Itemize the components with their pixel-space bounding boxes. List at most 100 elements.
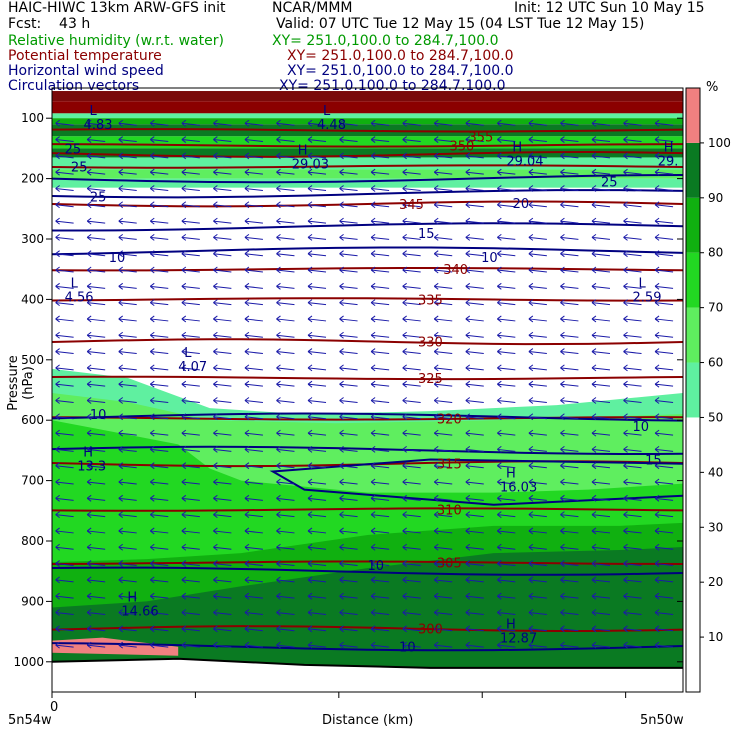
circulation-vector [560,397,579,404]
circulation-vector [623,348,642,355]
circulation-vector [623,266,642,274]
circulation-vector [181,152,200,160]
circulation-vector [118,266,137,274]
colorbar-tick-label: 20 [708,575,723,589]
circulation-vector [55,625,74,633]
circulation-vector [181,217,200,225]
circulation-vector [86,543,106,551]
circulation-vector [244,478,263,486]
circulation-vector [465,299,484,307]
wind-contour [52,173,683,184]
circulation-vector [528,233,547,241]
circulation-vector [402,462,421,470]
field-xy-vectors: XY= 251.0,100.0 to 284.7,100.0 [279,79,506,90]
circulation-vector [244,543,263,551]
circulation-vector [213,527,232,535]
circulation-vector [528,168,547,176]
circulation-vector [370,250,390,258]
circulation-vector [402,478,421,486]
extremum-kind: H [512,140,522,155]
wind-label: 15 [645,453,662,468]
circulation-vector [118,233,137,241]
circulation-vector [244,152,263,160]
circulation-vector [465,250,484,258]
circulation-vector [118,299,137,307]
circulation-vector [213,576,232,584]
circulation-vector [497,152,516,160]
theta-contour [52,151,683,158]
circulation-vector [55,543,74,551]
circulation-vector [149,315,169,323]
circulation-vector [276,364,295,372]
circulation-vector [276,625,295,633]
circulation-vector [497,413,516,421]
circulation-vector [528,119,547,127]
circulation-vector [433,543,453,551]
circulation-vector [276,543,295,551]
circulation-vector [433,609,453,616]
circulation-vector [86,609,106,616]
circulation-vector [433,462,453,470]
circulation-vector [118,478,137,486]
circulation-vector [181,511,200,519]
colorbar-tick-label: 80 [708,246,723,260]
circulation-vector [55,364,74,372]
circulation-vector [118,511,137,519]
circulation-vector [307,136,327,143]
circulation-vector [307,233,327,241]
circulation-vector [465,315,484,323]
circulation-vector [433,494,453,502]
circulation-vector [560,136,579,143]
circulation-vector [497,348,516,355]
circulation-vector [181,543,200,551]
circulation-vector [307,413,327,421]
circulation-vector [181,413,200,421]
circulation-vector [433,364,453,372]
circulation-vector [528,217,547,225]
circulation-vector [86,560,106,567]
circulation-vector [244,250,263,258]
circulation-vector [654,429,674,437]
circulation-vector [244,527,263,535]
wind-label: 10 [109,251,126,266]
circulation-vector [370,527,390,535]
circulation-vector [560,413,579,421]
plot-frame [51,87,684,693]
circulation-vector [307,641,327,649]
extremum-kind: H [506,467,516,482]
circulation-vector [591,348,611,355]
circulation-vector [623,478,642,486]
x-axis-label: Distance (km) [322,713,414,728]
circulation-vector [149,527,169,535]
circulation-vector [497,299,516,307]
circulation-vector [528,282,547,290]
circulation-vector [465,609,484,616]
circulation-vector [433,315,453,323]
circulation-vector [654,446,674,453]
circulation-vector [181,641,200,649]
circulation-vector [497,282,516,290]
circulation-vector [276,397,295,404]
circulation-vector [623,299,642,307]
circulation-vector [591,429,611,437]
circulation-vector [244,119,263,127]
circulation-vector [402,576,421,584]
circulation-vector [118,592,137,600]
circulation-vector [370,494,390,502]
circulation-vector [213,168,232,176]
circulation-vector [244,266,263,274]
circulation-vector [118,282,137,290]
circulation-vector [560,560,579,567]
circulation-vector [623,560,642,567]
circulation-vector [433,119,453,127]
wind-label: 25 [71,161,88,176]
circulation-vector [244,217,263,225]
circulation-vector [149,641,169,649]
circulation-vector [55,233,74,241]
y-tick-label: 800 [21,534,44,548]
wind-label: 10 [481,251,498,266]
circulation-vector [370,119,390,127]
circulation-vector [55,380,74,388]
circulation-vector [591,543,611,551]
circulation-vector [465,201,484,209]
